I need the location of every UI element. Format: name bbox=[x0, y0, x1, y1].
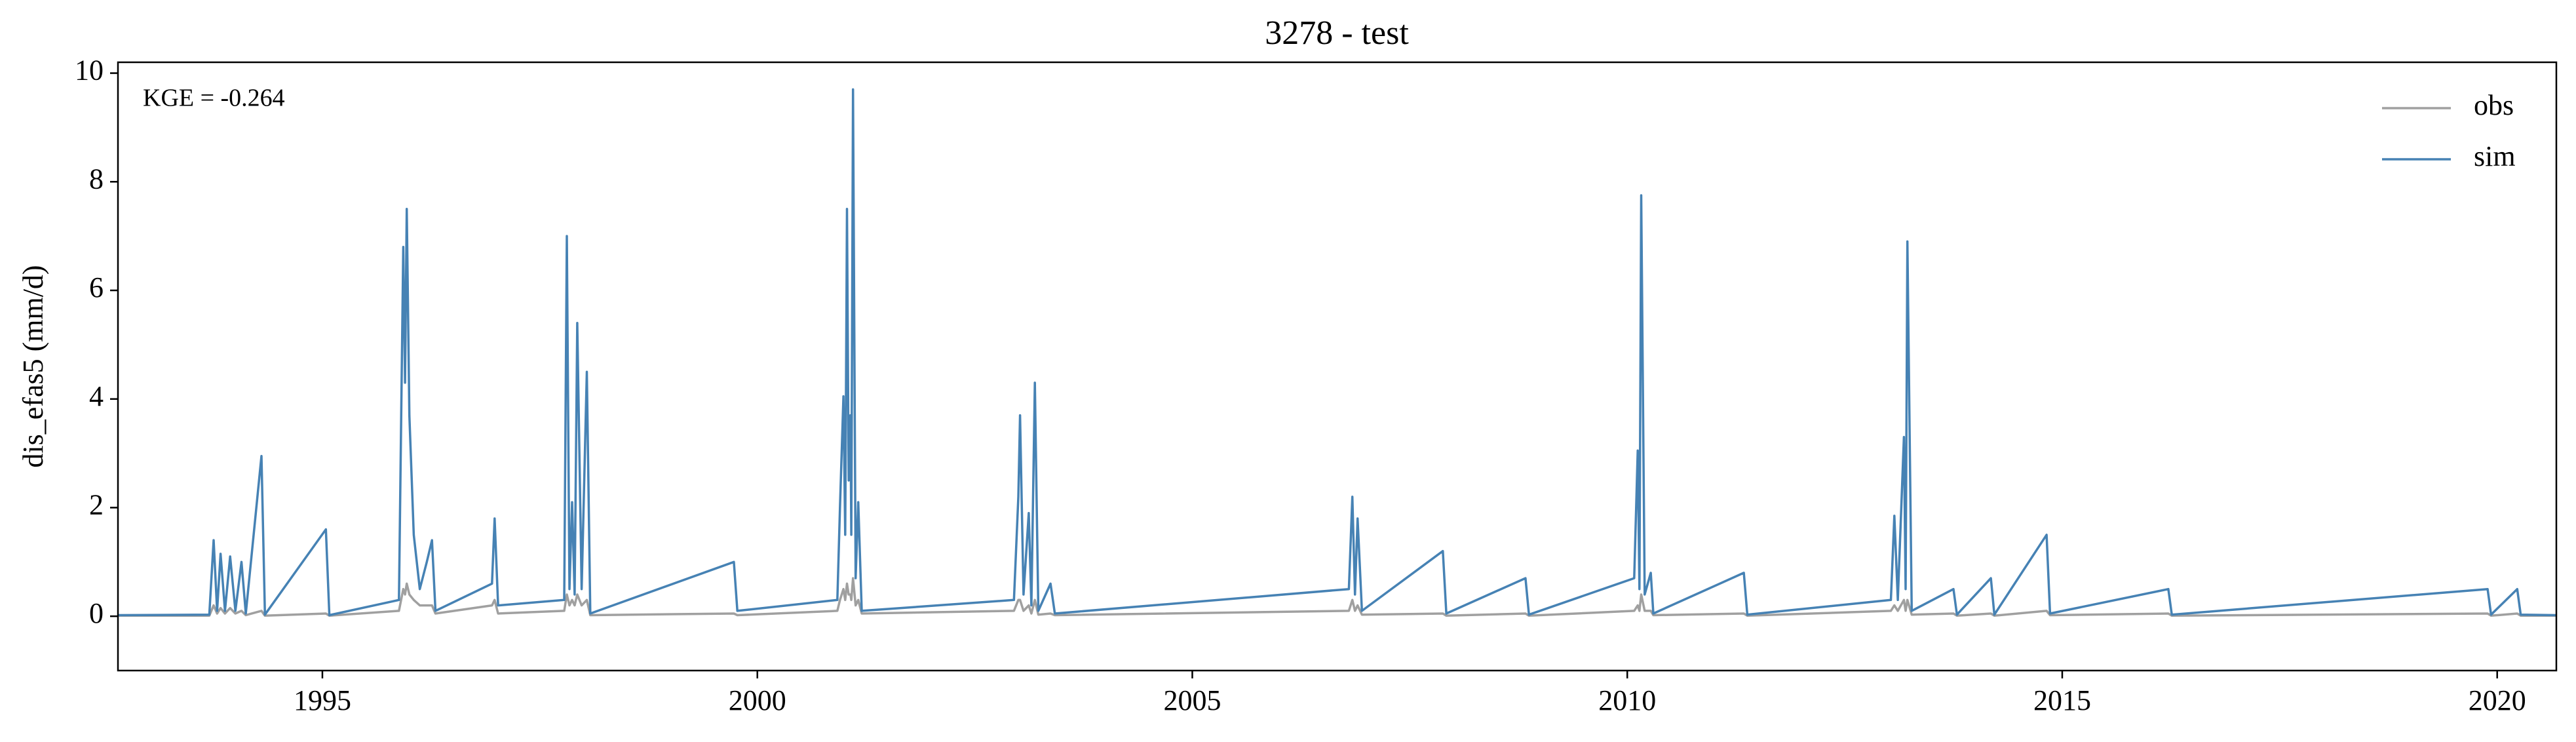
series-line bbox=[117, 88, 2557, 617]
y-tick-label: 2 bbox=[89, 489, 104, 521]
y-tick-label: 4 bbox=[89, 380, 104, 412]
x-tick-label: 2010 bbox=[1598, 684, 1656, 716]
y-tick-label: 0 bbox=[89, 597, 104, 629]
legend-label: sim bbox=[2474, 140, 2516, 172]
x-tick-label: 2000 bbox=[729, 684, 786, 716]
x-tick-label: 2005 bbox=[1163, 684, 1221, 716]
legend-label: obs bbox=[2474, 89, 2514, 121]
annotation: KGE = -0.264 bbox=[143, 85, 285, 112]
y-tick-label: 10 bbox=[75, 54, 104, 87]
chart-title: 3278 - test bbox=[1265, 14, 1409, 52]
y-tick-label: 6 bbox=[89, 271, 104, 303]
x-tick-label: 2015 bbox=[2033, 684, 2091, 716]
series-line bbox=[118, 577, 2556, 617]
plot-frame bbox=[117, 61, 2558, 672]
x-tick-label: 2020 bbox=[2469, 684, 2526, 716]
y-tick-label: 8 bbox=[89, 163, 104, 195]
y-axis-label: dis_efas5 (mm/d) bbox=[17, 265, 49, 467]
x-tick-label: 1995 bbox=[294, 684, 351, 716]
